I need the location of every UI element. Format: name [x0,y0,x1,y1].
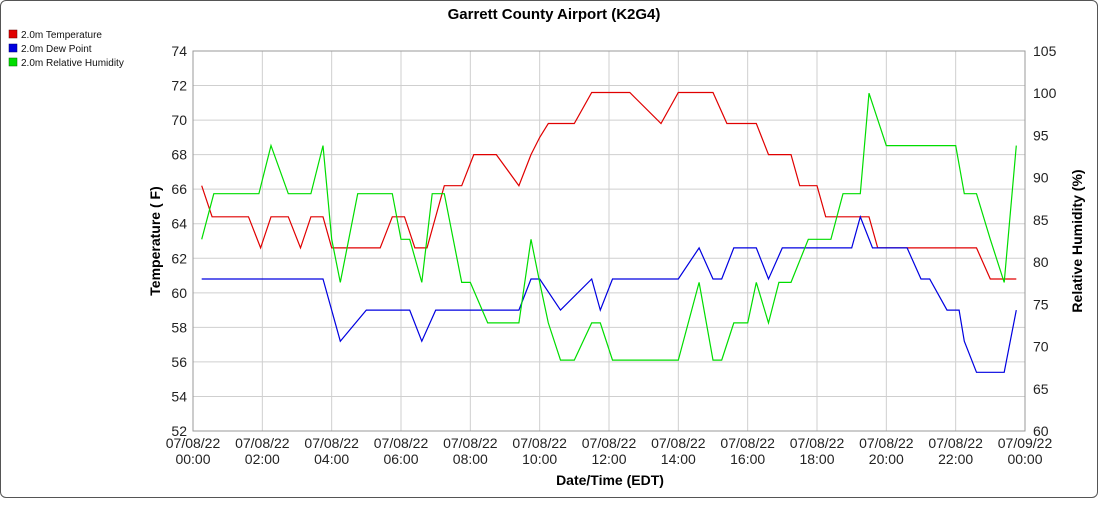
x-tick-time-label: 18:00 [799,451,834,467]
legend-label-dewpoint: 2.0m Dew Point [21,44,92,55]
x-tick-date-label: 07/08/22 [928,435,983,451]
legend: 2.0m Temperature 2.0m Dew Point 2.0m Rel… [8,29,124,69]
plot-area-border [192,50,1026,432]
x-tick-date-label: 07/08/22 [443,435,498,451]
x-tick-time-label: 14:00 [661,451,696,467]
y-left-tick-label: 74 [171,43,187,59]
x-tick-date-label: 07/09/22 [998,435,1053,451]
legend-swatch-humidity [8,57,18,67]
legend-label-temperature: 2.0m Temperature [21,30,102,41]
x-tick-date-label: 07/08/22 [304,435,359,451]
y-left-tick-label: 60 [171,285,187,301]
x-tick-date-label: 07/08/22 [512,435,567,451]
x-tick-date-label: 07/08/22 [720,435,775,451]
temperature-line [201,91,1017,280]
series-layer [201,91,1017,373]
humidity-line [201,93,1017,361]
y-right-tick-label: 105 [1033,43,1057,59]
grid [192,50,1026,432]
x-tick-time-label: 16:00 [730,451,765,467]
x-tick-time-label: 08:00 [453,451,488,467]
x-tick-date-label: 07/08/22 [235,435,290,451]
y-right-tick-label: 95 [1033,127,1049,143]
y-left-tick-label: 56 [171,354,187,370]
y-axis-left-ticks: 52 54 56 58 60 62 64 66 68 70 72 74 [171,43,187,439]
legend-label-humidity: 2.0m Relative Humidity [21,58,124,69]
y-left-tick-label: 72 [171,78,187,94]
legend-swatch-temperature [8,29,18,39]
y-left-tick-label: 64 [171,216,187,232]
x-tick-date-label: 07/08/22 [374,435,429,451]
x-tick-time-label: 02:00 [245,451,280,467]
x-tick-date-label: 07/08/22 [859,435,914,451]
y-axis-right-ticks: 60 65 70 75 80 85 90 95 100 105 [1033,43,1057,439]
dewpoint-line [201,214,1017,373]
y-left-tick-label: 66 [171,181,187,197]
y-left-tick-label: 52 [171,423,187,439]
x-tick-time-label: 06:00 [383,451,418,467]
x-axis-ticks: 07/08/2200:0007/08/2202:0007/08/2204:000… [166,435,1053,467]
y-right-tick-label: 70 [1033,339,1049,355]
legend-swatch-dewpoint [8,43,18,53]
x-tick-time-label: 10:00 [522,451,557,467]
x-tick-time-label: 20:00 [869,451,904,467]
x-tick-time-label: 00:00 [175,451,210,467]
y-axis-left-title: Temperature ( F) [147,186,163,295]
y-right-tick-label: 65 [1033,381,1049,397]
y-left-tick-label: 70 [171,112,187,128]
x-tick-date-label: 07/08/22 [790,435,845,451]
y-right-tick-label: 100 [1033,85,1057,101]
y-left-tick-label: 62 [171,250,187,266]
x-tick-date-label: 07/08/22 [651,435,706,451]
x-tick-date-label: 07/08/22 [166,435,221,451]
y-left-tick-label: 68 [171,147,187,163]
y-axis-right-title: Relative Humidity (%) [1069,169,1085,312]
x-tick-time-label: 22:00 [938,451,973,467]
y-right-tick-label: 90 [1033,170,1049,186]
x-tick-time-label: 00:00 [1007,451,1042,467]
chart-title: Garrett County Airport (K2G4) [448,6,661,23]
y-right-tick-label: 75 [1033,296,1049,312]
x-tick-time-label: 12:00 [591,451,626,467]
y-left-tick-label: 54 [171,388,187,404]
y-right-tick-label: 85 [1033,212,1049,228]
x-tick-date-label: 07/08/22 [582,435,637,451]
x-tick-time-label: 04:00 [314,451,349,467]
y-left-tick-label: 58 [171,319,187,335]
y-right-tick-label: 60 [1033,423,1049,439]
y-right-tick-label: 80 [1033,254,1049,270]
x-axis-title: Date/Time (EDT) [556,472,664,488]
